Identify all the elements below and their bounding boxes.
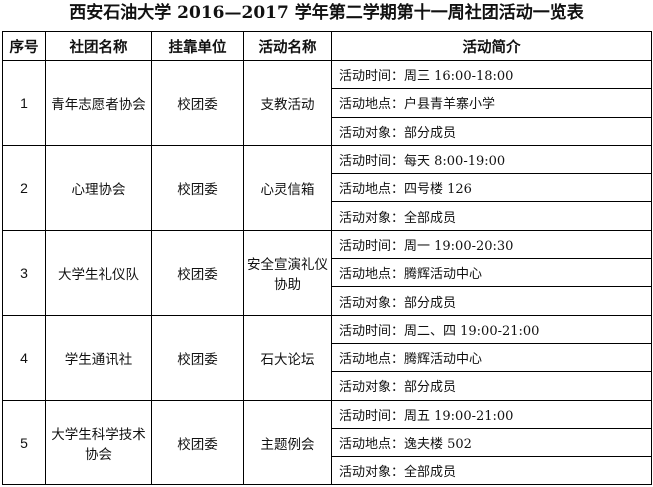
header-club: 社团名称 bbox=[45, 31, 152, 61]
row-number: 4 bbox=[2, 314, 46, 401]
table-row: 活动对象：部分成员 bbox=[3, 286, 652, 316]
activity-detail: 活动对象：部分成员 bbox=[331, 286, 652, 316]
activity-detail: 活动地点：逸夫楼 502 bbox=[331, 427, 652, 458]
table-row: 活动地点：腾辉活动中心 bbox=[3, 258, 652, 288]
activity-detail: 活动地点：四号楼 126 bbox=[331, 173, 652, 203]
activity-detail: 活动时间：周一 19:00-20:30 bbox=[331, 229, 652, 260]
table-row: 活动地点：腾辉活动中心 bbox=[3, 342, 652, 373]
club-name: 学生通讯社 bbox=[45, 314, 152, 401]
activity-detail: 活动对象：部分成员 bbox=[331, 371, 652, 401]
activity-detail: 活动对象：部分成员 bbox=[331, 116, 652, 146]
activity-name: 支教活动 bbox=[243, 60, 332, 146]
header-no: 序号 bbox=[2, 31, 46, 61]
table-row: 活动地点：逸夫楼 502 bbox=[3, 427, 652, 458]
table-row: 活动对象：部分成员 bbox=[3, 116, 652, 146]
affiliated-unit: 校团委 bbox=[151, 399, 244, 486]
affiliated-unit: 校团委 bbox=[151, 144, 244, 231]
activity-detail: 活动时间：周五 19:00-21:00 bbox=[331, 399, 652, 429]
activity-name: 心灵信箱 bbox=[243, 144, 332, 231]
activity-detail: 活动对象：全部成员 bbox=[331, 456, 652, 486]
document-title: 西安石油大学 2016—2017 学年第二学期第十一周社团活动一览表 bbox=[69, 3, 584, 23]
table-row: 4 学生通讯社 校团委 石大论坛 活动时间：周二、四 19:00-21:00 bbox=[2, 314, 652, 401]
activity-detail: 活动时间：周二、四 19:00-21:00 bbox=[331, 314, 652, 344]
table-row: 活动地点：户县青羊寨小学 bbox=[3, 88, 652, 118]
row-number: 2 bbox=[2, 144, 46, 231]
activity-detail: 活动地点：腾辉活动中心 bbox=[331, 342, 652, 373]
affiliated-unit: 校团委 bbox=[151, 314, 244, 401]
row-number: 1 bbox=[2, 60, 46, 146]
club-name: 心理协会 bbox=[45, 144, 152, 231]
activity-detail: 活动时间：周三 16:00-18:00 bbox=[331, 59, 652, 90]
row-number: 3 bbox=[2, 229, 46, 316]
table-row: 活动对象：部分成员 bbox=[3, 371, 652, 401]
affiliated-unit: 校团委 bbox=[151, 60, 244, 146]
header-row: 序号 社团名称 挂靠单位 活动名称 活动简介 bbox=[2, 31, 652, 61]
table-row: 1 青年志愿者协会 校团委 支教活动 活动时间：周三 16:00-18:00 bbox=[2, 59, 652, 146]
activity-name: 石大论坛 bbox=[243, 314, 332, 401]
table-row: 活动对象：全部成员 bbox=[3, 456, 652, 486]
table-row: 3 大学生礼仪队 校团委 安全宣演礼仪协助 活动时间：周一 19:00-20:30 bbox=[2, 229, 652, 316]
activity-name: 安全宣演礼仪协助 bbox=[243, 229, 332, 316]
activity-detail: 活动对象：全部成员 bbox=[331, 201, 652, 231]
table-row: 5 大学生科学技术协会 校团委 主题例会 活动时间：周五 19:00-21:00 bbox=[2, 399, 652, 486]
activity-detail: 活动地点：腾辉活动中心 bbox=[331, 258, 652, 288]
club-name: 大学生科学技术协会 bbox=[45, 399, 152, 486]
club-name: 大学生礼仪队 bbox=[45, 229, 152, 316]
activity-name: 主题例会 bbox=[243, 399, 332, 486]
club-name: 青年志愿者协会 bbox=[45, 60, 152, 146]
table-row: 活动对象：全部成员 bbox=[3, 201, 652, 231]
header-unit: 挂靠单位 bbox=[151, 31, 244, 61]
affiliated-unit: 校团委 bbox=[151, 229, 244, 316]
header-details: 活动简介 bbox=[331, 31, 652, 61]
table-row: 2 心理协会 校团委 心灵信箱 活动时间：每天 8:00-19:00 bbox=[2, 144, 652, 231]
row-number: 5 bbox=[2, 399, 46, 486]
activity-table: 序号 社团名称 挂靠单位 活动名称 活动简介 1 青年志愿者协会 校团委 支教活动 活动… bbox=[2, 31, 652, 486]
header-activity: 活动名称 bbox=[243, 31, 332, 61]
activity-detail: 活动时间：每天 8:00-19:00 bbox=[331, 144, 652, 175]
activity-detail: 活动地点：户县青羊寨小学 bbox=[331, 88, 652, 118]
